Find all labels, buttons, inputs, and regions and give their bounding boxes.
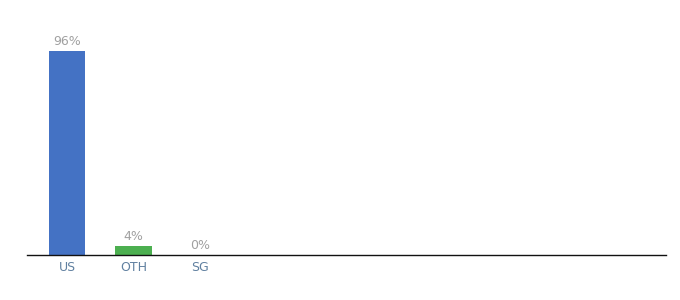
Bar <box>49 51 86 255</box>
Bar <box>116 247 152 255</box>
Text: 4%: 4% <box>124 230 143 243</box>
Text: 0%: 0% <box>190 239 210 252</box>
Text: 96%: 96% <box>53 34 81 48</box>
